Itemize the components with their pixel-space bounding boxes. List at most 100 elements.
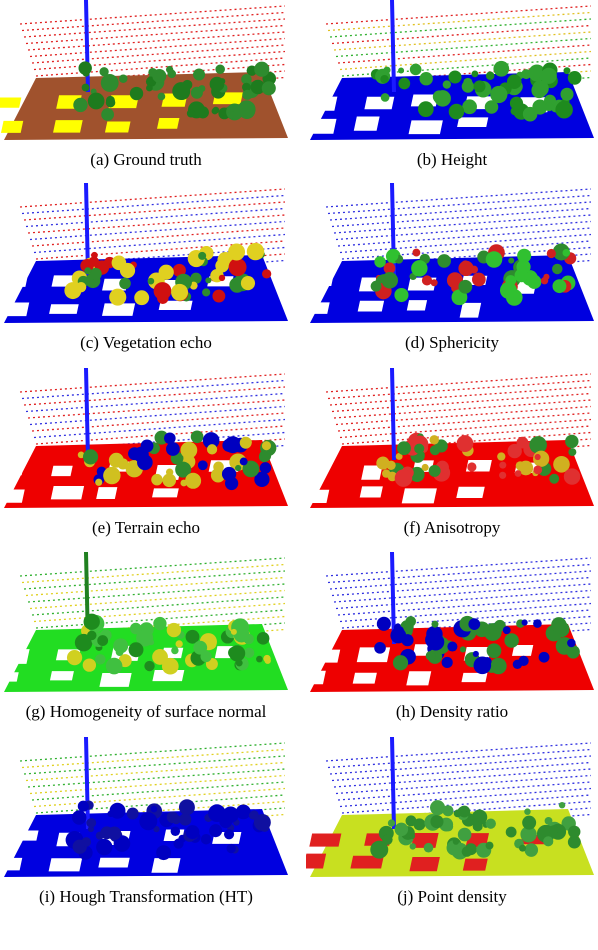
panel-caption: (g) Homogeneity of surface normal <box>25 702 267 721</box>
tree-point-cluster <box>190 272 202 284</box>
tree-point-cluster <box>394 469 413 487</box>
tree-point-cluster <box>387 250 399 262</box>
pole <box>390 368 396 461</box>
roof <box>96 487 118 499</box>
roof <box>456 486 485 499</box>
tree-point-cluster <box>524 843 539 857</box>
power-line <box>31 781 286 801</box>
tree-point-cluster <box>531 82 547 99</box>
tree-point-cluster <box>254 61 270 77</box>
power-line <box>329 755 592 775</box>
figure-panel: (c) Vegetation echo <box>0 183 292 353</box>
roof <box>0 120 24 133</box>
tree-point-cluster <box>202 432 220 449</box>
power-line <box>23 755 286 775</box>
tree-point-cluster <box>394 287 409 303</box>
tree-point-cluster <box>157 92 166 101</box>
tree-point-cluster <box>198 251 207 260</box>
tree-point-cluster <box>446 840 462 856</box>
tree-point-cluster <box>197 460 208 471</box>
tree-point-cluster <box>200 650 212 663</box>
roof <box>104 121 131 133</box>
power-line <box>327 563 592 584</box>
tree-point-cluster <box>499 461 507 469</box>
tree-point-cluster <box>82 69 90 77</box>
tree-point-cluster <box>229 453 247 471</box>
power-line <box>331 24 592 45</box>
tree-point-cluster <box>393 625 405 637</box>
tree-point-cluster <box>563 67 571 75</box>
point-cloud-image <box>0 183 288 323</box>
tree-point-cluster <box>148 639 155 646</box>
tree-point-cluster <box>555 101 573 119</box>
tree-point-cluster <box>215 258 229 273</box>
power-line <box>329 570 592 590</box>
power-line <box>331 761 592 782</box>
tree-point-cluster <box>105 657 123 675</box>
tree-point-cluster <box>457 827 472 842</box>
tree-point-cluster <box>419 71 433 86</box>
tree-point-cluster <box>148 67 158 77</box>
tree-point-cluster <box>89 267 102 281</box>
tree-point-cluster <box>100 74 119 92</box>
tree-point-cluster <box>567 71 582 85</box>
tree-point-cluster <box>563 468 581 485</box>
roof <box>307 276 334 286</box>
panel-caption: (i) Hough Transformation (HT) <box>39 887 253 906</box>
tree-point-cluster <box>193 68 206 81</box>
power-line <box>23 18 286 38</box>
tree-point-cluster <box>490 85 508 104</box>
tree-point-cluster <box>560 87 574 101</box>
tree-point-cluster <box>153 826 160 833</box>
power-line <box>329 386 592 406</box>
tree-point-cluster <box>82 449 99 465</box>
power-line <box>31 596 286 616</box>
tree-point-cluster <box>74 633 93 652</box>
tree-point-cluster <box>414 443 425 454</box>
tree-point-cluster <box>413 818 426 831</box>
pole <box>390 552 396 645</box>
panel-caption: (b) Height <box>416 150 488 169</box>
tree-point-cluster <box>162 473 177 488</box>
tree-point-cluster <box>448 70 462 84</box>
figure-panel: (j) Point density <box>306 737 598 907</box>
pole <box>390 0 396 93</box>
power-line <box>23 201 286 221</box>
power-line <box>33 602 286 623</box>
power-line <box>25 24 286 45</box>
power-line <box>337 227 592 247</box>
tree-point-cluster <box>520 826 537 843</box>
tree-point-cluster <box>411 260 428 277</box>
tree-point-cluster <box>409 843 416 850</box>
power-line <box>21 11 286 32</box>
roof <box>0 302 30 317</box>
tree-point-cluster <box>129 86 144 101</box>
tree-point-cluster <box>259 462 272 474</box>
power-line <box>341 240 592 260</box>
roof <box>406 300 428 311</box>
roof <box>50 486 85 500</box>
tree-point-cluster <box>156 845 172 861</box>
tree-point-cluster <box>86 818 97 828</box>
tree-point-cluster <box>226 103 244 121</box>
panel-caption: (h) Density ratio <box>395 702 509 721</box>
power-line <box>35 609 286 629</box>
tree-point-cluster <box>105 95 115 105</box>
roof <box>0 97 22 108</box>
tree-point-cluster <box>382 834 393 845</box>
tree-point-cluster <box>486 643 502 659</box>
tree-point-cluster <box>178 461 185 468</box>
power-line <box>35 57 286 77</box>
tree-point-cluster <box>149 80 156 87</box>
power-line <box>25 576 286 597</box>
tree-point-cluster <box>452 838 460 845</box>
tree-point-cluster <box>395 452 403 460</box>
panel-caption: (c) Vegetation echo <box>80 333 212 352</box>
tree-point-cluster <box>101 108 115 121</box>
tree-point-cluster <box>387 819 396 827</box>
roof <box>461 672 488 683</box>
tree-point-cluster <box>417 101 434 118</box>
tree-point-cluster <box>173 838 184 849</box>
tree-point-cluster <box>111 255 127 271</box>
